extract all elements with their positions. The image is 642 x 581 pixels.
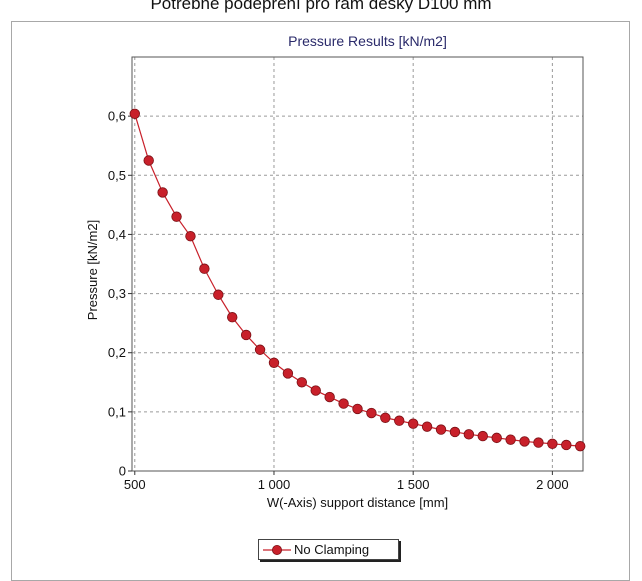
data-point [268,357,280,368]
data-point [366,407,377,419]
plot-border [131,56,584,472]
data-point [129,108,140,119]
data-point [477,430,488,442]
data-point [282,368,294,379]
y-tick-label: 0,3 [108,286,126,301]
x-tick-label: 500 [124,477,146,492]
data-point [324,391,335,403]
y-tick-label: 0,6 [108,109,126,124]
data-point [254,344,266,355]
data-point [296,377,308,388]
x-tick-label: 1 500 [397,477,430,492]
y-tick-label: 0,1 [108,404,126,419]
data-point [199,263,210,274]
y-tick-label: 0,2 [108,345,126,360]
data-point [407,418,419,429]
data-point [352,403,363,415]
y-tick-label: 0,4 [108,227,126,242]
data-point [171,211,182,222]
plot-area [132,57,583,471]
data-point [157,187,168,198]
data-point [394,415,405,426]
data-point [380,412,391,423]
data-point [575,440,586,452]
y-axis-label: Pressure [kN/m2] [85,220,100,320]
page-caption: Potřebné podepření pro rám desky D100 mm [150,0,492,13]
data-point [533,437,544,448]
data-point [227,312,238,323]
data-point [561,439,572,451]
y-tick-label: 0,5 [108,168,126,183]
data-point [185,231,196,242]
chart-legend[interactable]: No Clamping [258,539,399,560]
data-point [143,155,154,166]
data-point [310,385,321,396]
data-point [421,421,433,432]
data-point [338,398,349,409]
legend-marker-icon [263,544,291,555]
data-point [505,434,516,445]
chart-title: Pressure Results [kN/m2] [288,33,447,49]
data-point [213,289,224,300]
x-tick-label: 2 000 [536,477,569,492]
data-point [463,429,475,440]
data-point [435,424,447,435]
y-tick-label: 0 [119,464,126,479]
data-point [547,438,558,449]
x-tick-label: 1 000 [258,477,291,492]
legend-label: No Clamping [294,542,370,557]
data-point [240,329,252,341]
data-point [449,426,461,438]
data-point [519,436,530,447]
data-point [491,432,502,444]
x-axis-label: W(-Axis) support distance [mm] [267,495,448,510]
